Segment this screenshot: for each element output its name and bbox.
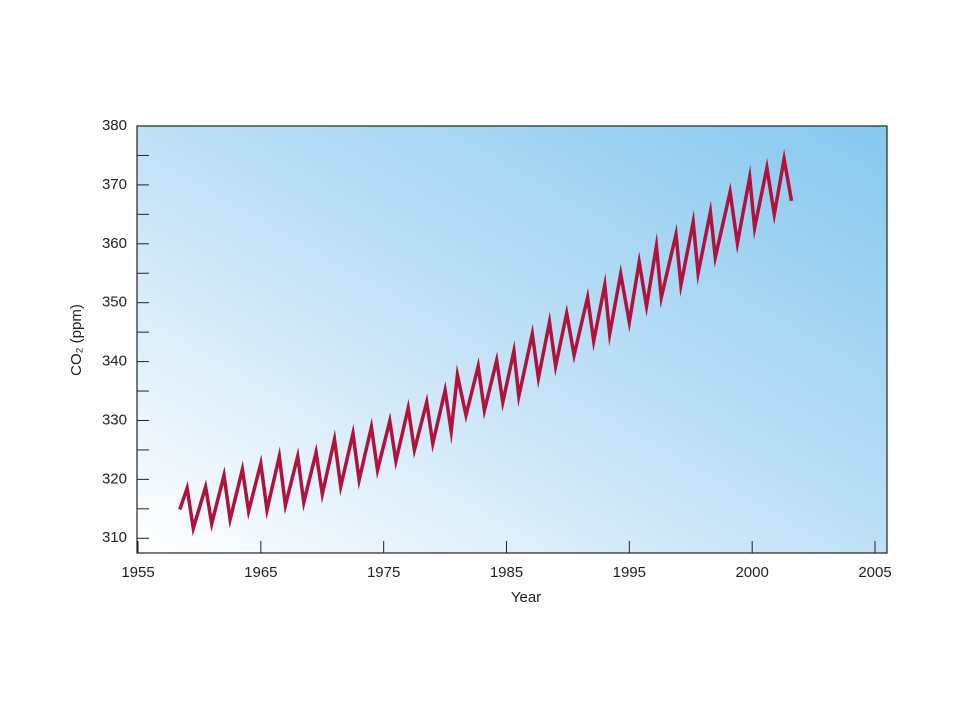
y-tick-label: 370 [102,176,127,193]
x-tick-label: 1985 [490,564,523,581]
x-axis-title: Year [511,589,541,606]
y-tick-label: 320 [102,470,127,487]
y-tick-label: 380 [102,117,127,134]
x-tick-label: 2000 [735,564,768,581]
x-tick-label: 2005 [858,564,891,581]
x-tick-label: 1955 [121,564,154,581]
y-tick-label: 310 [102,529,127,546]
y-axis-title: CO₂ (ppm) [68,304,85,376]
x-tick-label: 1975 [367,564,400,581]
y-tick-label: 360 [102,235,127,252]
x-tick-label: 1965 [244,564,277,581]
data-line [178,148,794,537]
plot-background [136,125,888,554]
y-tick-label: 330 [102,411,127,428]
y-tick-label: 340 [102,353,127,370]
x-tick-label: 1995 [613,564,646,581]
y-tick-label: 350 [102,294,127,311]
